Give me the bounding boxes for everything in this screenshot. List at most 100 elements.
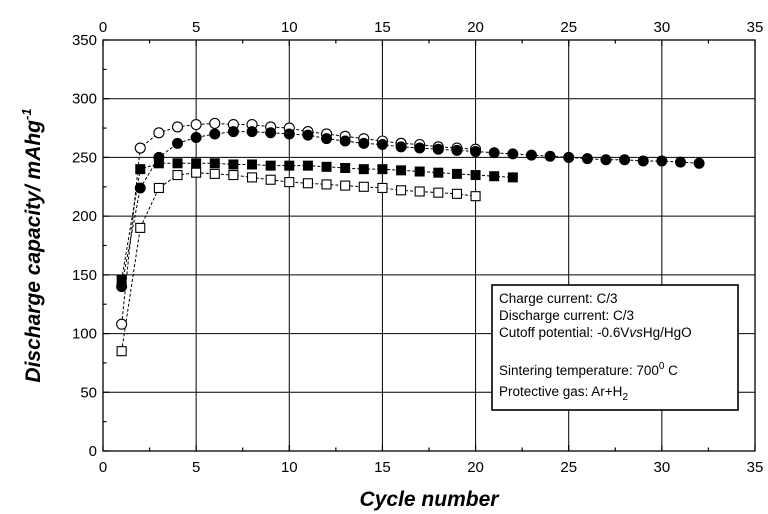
series-2-point xyxy=(376,139,388,151)
series-1-point xyxy=(134,142,146,154)
series-1-point xyxy=(190,118,202,131)
series-2-point xyxy=(544,150,556,162)
series-4-point xyxy=(246,172,258,183)
series-2-point xyxy=(488,147,500,159)
annotation-line: Cutoff potential: -0.6VvsHg/HgO xyxy=(499,325,692,340)
series-4-point xyxy=(209,168,220,179)
series-2-point xyxy=(637,155,649,167)
annotation-text: Hg/HgO xyxy=(643,325,692,340)
series-2-point xyxy=(190,131,202,143)
series-2-point xyxy=(209,128,221,140)
series-3-point xyxy=(470,170,481,181)
series-2-point xyxy=(302,129,314,141)
series-4-point xyxy=(116,346,127,357)
series-4-point xyxy=(172,169,183,181)
series-3-line xyxy=(121,162,513,280)
x-tick-label-bottom: 30 xyxy=(654,459,671,476)
series-2-point xyxy=(321,133,333,145)
series-3-point xyxy=(247,159,258,170)
series-2-point xyxy=(507,148,519,160)
annotation-line: Charge current: C/3 xyxy=(499,291,618,306)
annotation-lines: Charge current: C/3 Discharge current: C/… xyxy=(499,291,692,403)
annotation-text: C xyxy=(664,363,678,378)
series-4-point xyxy=(284,177,295,188)
series-3-point xyxy=(191,158,202,169)
annotation-text: Sintering temperature: 700 xyxy=(499,363,659,378)
series-2-point xyxy=(600,154,612,166)
series-1-point xyxy=(209,117,221,129)
y-tick-label: 350 xyxy=(72,32,97,49)
series-4-point xyxy=(470,191,481,202)
x-axis-title: Cycle number xyxy=(360,488,501,511)
series-2-point xyxy=(451,144,463,156)
series-2-point xyxy=(656,155,668,167)
x-tick-label-bottom: 0 xyxy=(99,459,107,476)
series-3-point xyxy=(135,164,146,175)
series-3-point xyxy=(209,158,220,169)
annotation-text: Cutoff potential: -0.6V xyxy=(499,325,629,340)
series-3-point xyxy=(396,165,407,176)
series-3-point xyxy=(172,158,183,169)
annotation-line: Protective gas: Ar+H2 xyxy=(499,384,628,403)
series-1-point xyxy=(116,318,128,330)
series-4-point xyxy=(153,182,164,194)
series-3-point xyxy=(433,167,444,178)
series-1-line xyxy=(121,122,476,325)
series-4-point xyxy=(340,180,351,191)
annotation-box: Charge current: C/3 Discharge current: C/… xyxy=(491,284,739,411)
series-4-point xyxy=(433,187,444,198)
x-tick-label-top: 20 xyxy=(467,19,484,36)
series-2-point xyxy=(674,156,686,168)
y-axis-title-text: Discharge capacity/ mAhg xyxy=(22,120,45,383)
x-tick-label-top: 10 xyxy=(281,19,298,36)
x-tick-label-top: 25 xyxy=(560,19,577,36)
series-3-point xyxy=(358,164,369,175)
annotation-text: Protective gas: Ar+H xyxy=(499,384,622,399)
series-3-point xyxy=(340,162,351,173)
series-3-point xyxy=(451,168,462,179)
annotation-line: Sintering temperature: 7000 C xyxy=(499,361,678,378)
series-3-point xyxy=(377,164,388,175)
series-3-point xyxy=(153,158,164,169)
annotation-subscript: 2 xyxy=(622,392,628,403)
x-tick-label-bottom: 35 xyxy=(747,459,764,476)
series-2-point xyxy=(339,135,351,147)
series-2-point xyxy=(414,142,426,154)
series-2-point xyxy=(134,182,146,194)
axis-ticks xyxy=(102,39,756,452)
tick-labels: 0055101015152020252530303535050100150200… xyxy=(72,19,763,476)
x-tick-label-bottom: 15 xyxy=(374,459,391,476)
y-tick-label: 150 xyxy=(72,267,97,284)
annotation-line: Discharge current: C/3 xyxy=(499,308,634,323)
series-2-line xyxy=(121,131,700,287)
series-3-point xyxy=(116,274,127,285)
series-2-point xyxy=(525,149,537,161)
series-2-point xyxy=(581,153,593,165)
x-tick-label-top: 15 xyxy=(374,19,391,36)
series-3-point xyxy=(284,160,295,171)
annotation-superscript: 0 xyxy=(659,361,665,372)
y-tick-label: 100 xyxy=(72,326,97,343)
x-tick-label-bottom: 25 xyxy=(560,459,577,476)
series-2-point xyxy=(619,154,631,166)
y-tick-label: 300 xyxy=(72,91,97,108)
series-2-point xyxy=(358,137,370,149)
series-4-point xyxy=(358,181,369,192)
series-4-point xyxy=(451,188,462,199)
series-3-point xyxy=(489,171,500,182)
series-4-point xyxy=(396,185,407,196)
series-1-point xyxy=(171,121,184,133)
series-4-point xyxy=(265,174,276,185)
series-3-point xyxy=(265,160,276,171)
x-tick-label-top: 5 xyxy=(192,19,200,36)
y-tick-label: 250 xyxy=(72,149,97,166)
y-tick-label: 50 xyxy=(80,384,97,401)
series-3-point xyxy=(228,159,239,170)
series-2-point xyxy=(283,128,295,140)
series-2-point xyxy=(265,127,277,139)
series-2-point xyxy=(470,146,482,158)
series-1-point xyxy=(153,127,165,139)
x-tick-label-bottom: 10 xyxy=(281,459,298,476)
grid xyxy=(103,40,755,451)
